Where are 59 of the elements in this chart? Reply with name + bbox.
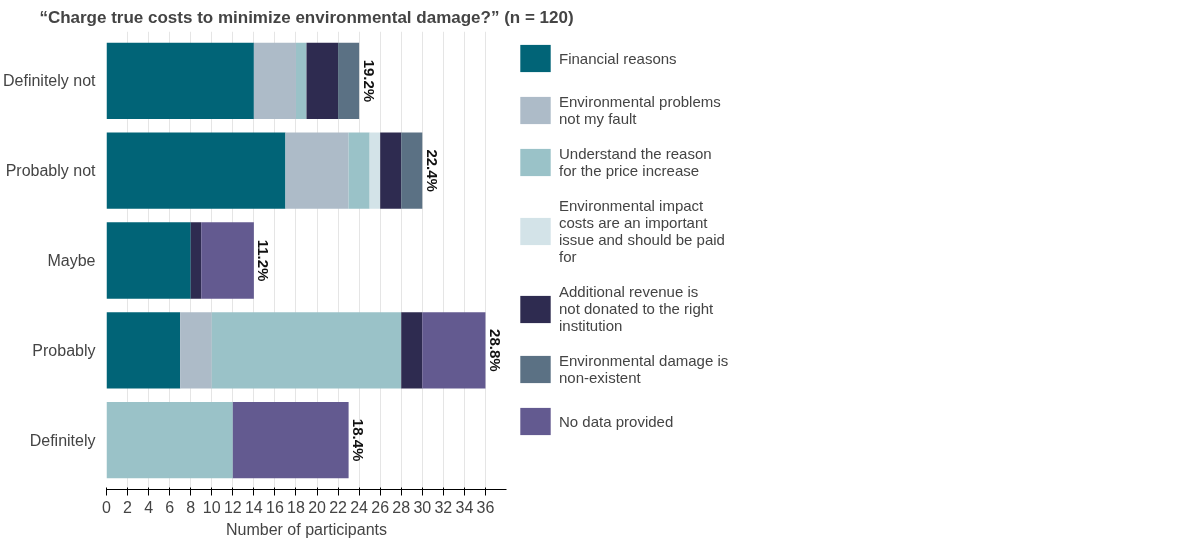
legend-label: Environmental impact costs are an important issue and should be paid for xyxy=(559,197,725,265)
x-tick-label: 30 xyxy=(413,498,432,516)
bar xyxy=(401,312,423,389)
bar xyxy=(106,401,233,479)
y-tick-label: Definitely not xyxy=(3,72,97,90)
x-tick-label: 20 xyxy=(308,498,327,516)
bar xyxy=(348,132,370,209)
chart-title: “Charge true costs to minimize environmental damage?” (n = 120) xyxy=(39,7,574,27)
bar xyxy=(295,42,307,120)
x-tick-label: 0 xyxy=(102,498,112,516)
bar xyxy=(285,132,349,209)
x-tick-label: 26 xyxy=(371,498,390,516)
legend-label: No data provided xyxy=(559,412,674,430)
x-tick-label: 6 xyxy=(165,498,175,516)
legend-label: Understand the reason for the price increase xyxy=(559,145,712,179)
x-tick-label: 14 xyxy=(244,498,263,516)
bar xyxy=(211,312,402,389)
legend-label: Financial reasons xyxy=(559,49,677,67)
x-tick-label: 8 xyxy=(186,498,196,516)
x-tick-label: 10 xyxy=(202,498,221,516)
x-tick-label: 36 xyxy=(476,498,495,516)
bar xyxy=(106,312,181,389)
x-tick-label: 28 xyxy=(392,498,411,516)
annotation: 18.4% xyxy=(350,418,368,462)
x-tick-label: 12 xyxy=(223,498,242,516)
bar xyxy=(401,132,423,209)
bar xyxy=(232,401,349,479)
bar xyxy=(338,42,360,120)
y-tick-label: Probably xyxy=(32,341,96,359)
bar xyxy=(380,132,402,209)
bar xyxy=(201,222,254,299)
x-tick-label: 16 xyxy=(266,498,284,516)
legend-label: Environmental problems not my fault xyxy=(559,93,721,127)
bar xyxy=(180,312,212,389)
annotation: 11.2% xyxy=(255,239,273,282)
bar xyxy=(106,222,191,299)
x-tick-label: 2 xyxy=(123,498,133,516)
bar xyxy=(369,132,381,209)
legend-label: Additional revenue is not donated to the right institution xyxy=(559,283,714,334)
x-tick-label: 18 xyxy=(287,498,305,516)
x-tick-label: 22 xyxy=(329,498,348,516)
y-tick-label: Definitely xyxy=(29,431,96,449)
bar xyxy=(106,132,286,209)
x-tick-label: 34 xyxy=(455,498,474,516)
bar xyxy=(306,42,339,120)
y-tick-label: Probably not xyxy=(5,162,97,180)
y-tick-label: Maybe xyxy=(47,252,96,269)
bar xyxy=(253,42,296,120)
annotation: 19.2% xyxy=(360,59,378,103)
bar xyxy=(422,312,486,389)
annotation: 28.8% xyxy=(487,329,505,372)
legend-label: Environmental damage is non-existent xyxy=(559,352,729,386)
x-tick-label: 24 xyxy=(350,498,369,516)
x-tick-label: 4 xyxy=(144,498,154,516)
annotation: 22.4% xyxy=(423,149,441,192)
bar xyxy=(190,222,202,299)
x-tick-label: 32 xyxy=(434,498,453,516)
bar xyxy=(106,42,254,120)
x-axis-title: Number of participants xyxy=(226,520,387,538)
